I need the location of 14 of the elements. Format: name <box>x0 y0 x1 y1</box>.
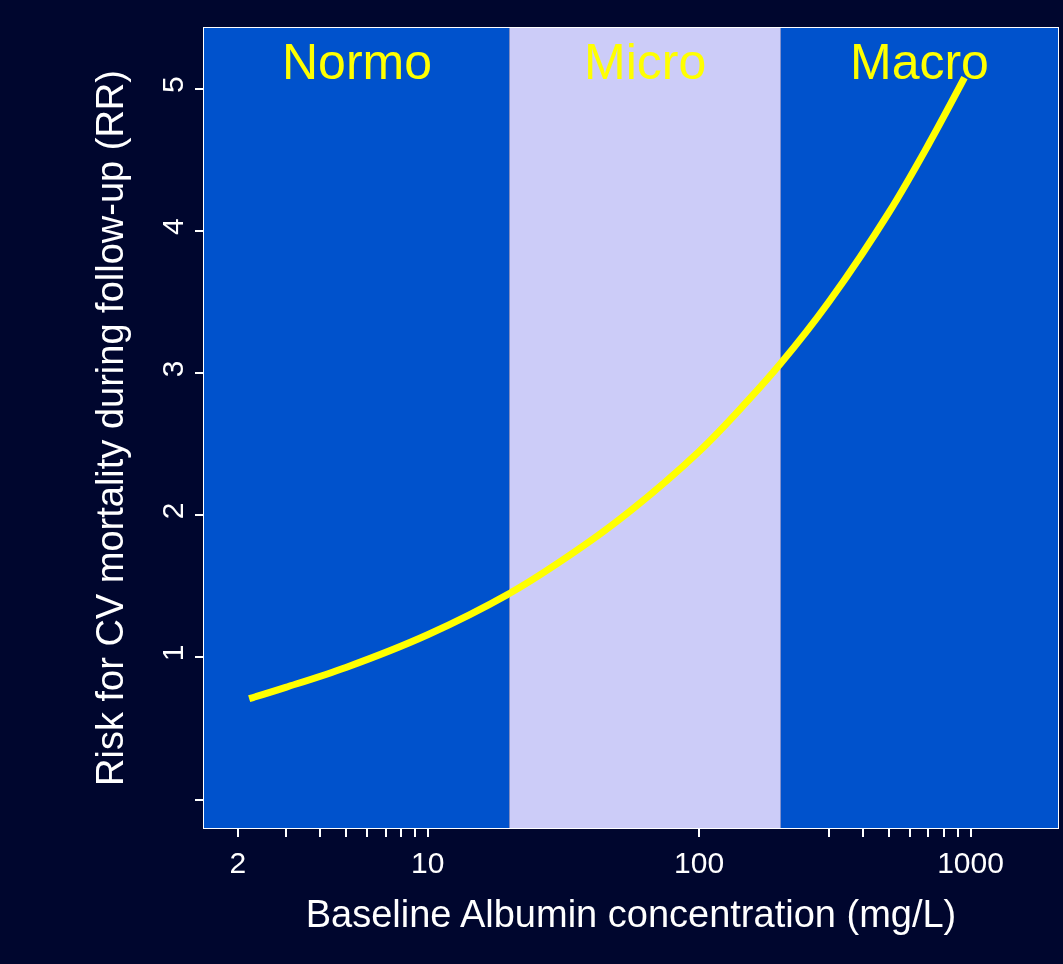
band-label: Micro <box>584 34 707 90</box>
x-tick-label: 2 <box>229 846 247 879</box>
x-tick-label: 10 <box>410 846 445 879</box>
band-label: Macro <box>850 34 989 90</box>
x-tick-label: 100 <box>674 846 725 879</box>
y-tick-label: 4 <box>156 218 189 236</box>
y-tick-label: 3 <box>156 360 189 378</box>
band-label: Normo <box>282 34 433 90</box>
y-tick-label: 1 <box>156 644 189 662</box>
x-axis-title: Baseline Albumin concentration (mg/L) <box>305 893 957 936</box>
y-axis-title: Risk for CV mortality during follow-up (RR) <box>89 70 132 786</box>
x-tick-label: 1000 <box>937 846 1004 879</box>
y-tick-label: 2 <box>156 502 189 520</box>
y-tick-label: 5 <box>156 76 189 93</box>
